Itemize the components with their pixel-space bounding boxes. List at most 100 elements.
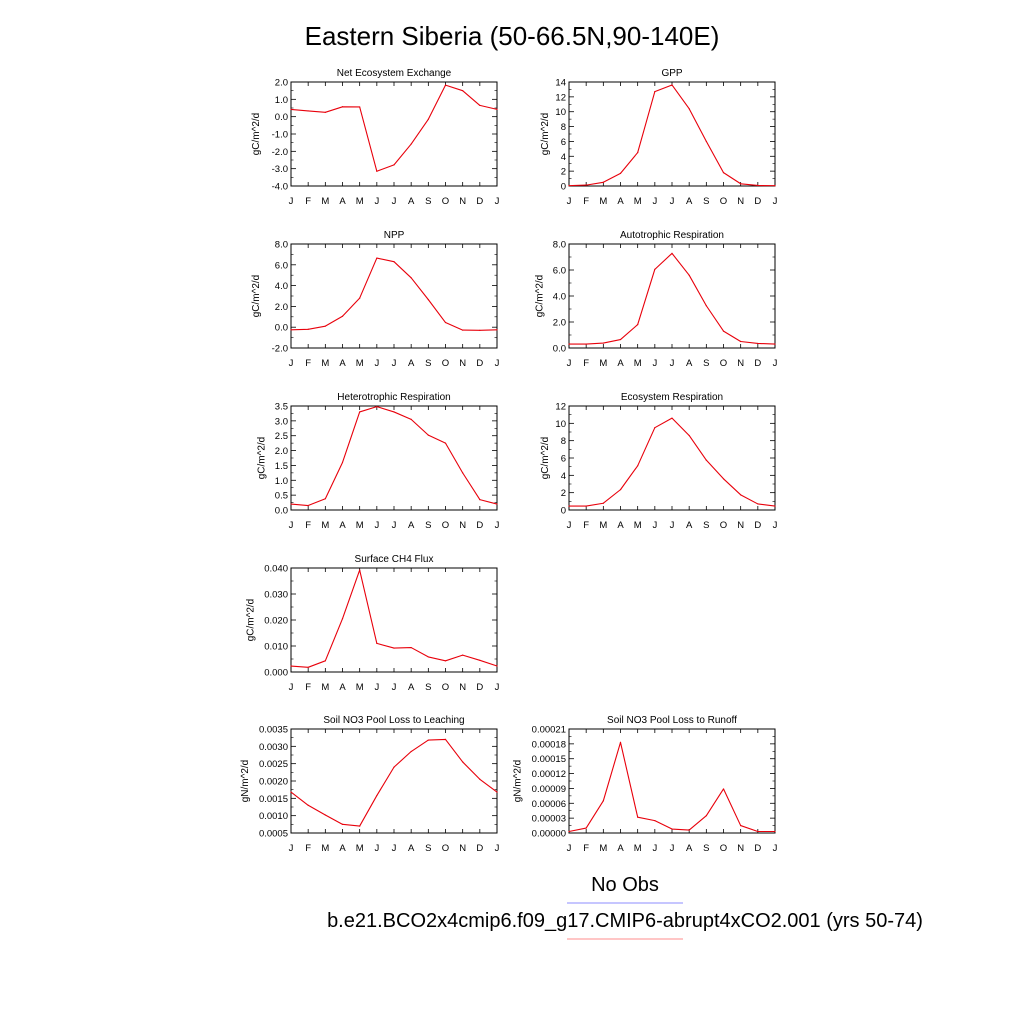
chart-title: Surface CH4 Flux [355, 554, 434, 565]
x-tick-label: J [773, 520, 778, 531]
y-tick-label: 0.0035 [259, 725, 288, 736]
y-tick-label: 0.0015 [259, 794, 288, 805]
x-tick-label: J [495, 520, 500, 531]
chart-title: Net Ecosystem Exchange [337, 68, 452, 79]
data-point [307, 110, 309, 112]
y-tick-label: 8.0 [275, 240, 288, 251]
y-tick-label: 6 [561, 137, 566, 148]
series-line [569, 252, 776, 345]
x-tick-label: J [392, 682, 397, 693]
y-tick-label: 0.0 [275, 323, 288, 334]
x-tick-label: M [321, 196, 329, 207]
data-point [496, 791, 498, 793]
figure-title: Eastern Siberia (50-66.5N,90-140E) [305, 21, 720, 51]
x-tick-label: A [617, 196, 624, 207]
x-tick-label: A [408, 520, 415, 531]
data-point [654, 91, 656, 93]
x-tick-label: A [339, 682, 346, 693]
data-point [602, 181, 604, 183]
data-point [410, 646, 412, 649]
data-point [479, 499, 481, 501]
chart-title: GPP [661, 68, 682, 79]
x-tick-label: J [392, 843, 397, 854]
data-point [462, 90, 464, 92]
y-tick-label: 0 [561, 182, 566, 193]
y-tick-label: 10 [555, 419, 566, 430]
data-point [688, 829, 690, 831]
y-tick-label: 0.010 [264, 642, 288, 653]
series-line [569, 417, 776, 507]
data-point [671, 84, 673, 86]
data-point [602, 800, 604, 802]
x-tick-label: A [339, 843, 346, 854]
data-point [376, 257, 378, 259]
x-tick-label: O [442, 682, 449, 693]
x-tick-label: J [289, 358, 294, 369]
x-tick-label: N [737, 196, 744, 207]
y-tick-label: 4 [561, 471, 566, 482]
y-axis-label: gC/m^2/d [251, 275, 262, 318]
data-point [444, 660, 447, 662]
plot-frame [290, 243, 498, 349]
y-tick-label: 0.00006 [532, 799, 566, 810]
data-point [740, 183, 742, 185]
x-tick-label: J [392, 520, 397, 531]
x-tick-label: A [617, 520, 624, 531]
data-point [602, 342, 604, 344]
series-line [568, 84, 776, 187]
data-point [774, 343, 776, 345]
data-point [722, 478, 725, 480]
x-tick-label: M [356, 196, 364, 207]
x-tick-label: S [425, 682, 431, 693]
y-tick-label: 0.0 [275, 112, 288, 123]
y-tick-label: 0.0025 [259, 759, 288, 770]
data-point [410, 418, 412, 420]
plot-frame [568, 405, 776, 511]
x-tick-label: F [305, 682, 311, 693]
x-tick-label: J [773, 358, 778, 369]
x-tick-label: J [567, 196, 572, 207]
series-line [290, 406, 498, 507]
data-point [705, 305, 707, 307]
data-point [307, 328, 309, 330]
y-tick-label: 0.040 [264, 564, 288, 575]
x-tick-label: F [583, 196, 589, 207]
x-tick-label: J [773, 196, 778, 207]
data-point [341, 618, 344, 620]
data-point [619, 338, 622, 341]
data-point [444, 442, 447, 444]
data-point [290, 791, 292, 793]
y-tick-label: 0.0 [553, 344, 566, 355]
x-tick-label: M [321, 520, 329, 531]
x-tick-label: S [703, 520, 709, 531]
x-tick-label: J [495, 843, 500, 854]
y-axis-label: gN/m^2/d [240, 760, 251, 803]
x-tick-label: F [305, 196, 311, 207]
data-point [462, 761, 464, 763]
data-point [774, 185, 776, 187]
x-tick-label: J [567, 358, 572, 369]
data-point [393, 164, 395, 166]
data-point [324, 660, 326, 662]
x-tick-label: O [442, 196, 449, 207]
x-tick-label: A [408, 358, 415, 369]
data-point [774, 830, 776, 833]
data-point [705, 140, 707, 143]
plot-frame [568, 243, 776, 349]
data-point [290, 329, 292, 331]
data-point [740, 340, 742, 343]
x-tick-label: J [670, 843, 675, 854]
x-tick-label: N [459, 196, 466, 207]
series-line [290, 569, 498, 668]
y-tick-label: 8 [561, 436, 566, 447]
x-tick-label: O [442, 358, 449, 369]
data-point [359, 825, 361, 827]
x-tick-label: D [754, 843, 761, 854]
x-tick-label: D [754, 520, 761, 531]
x-tick-label: F [583, 358, 589, 369]
y-axis-label: gC/m^2/d [257, 437, 268, 480]
